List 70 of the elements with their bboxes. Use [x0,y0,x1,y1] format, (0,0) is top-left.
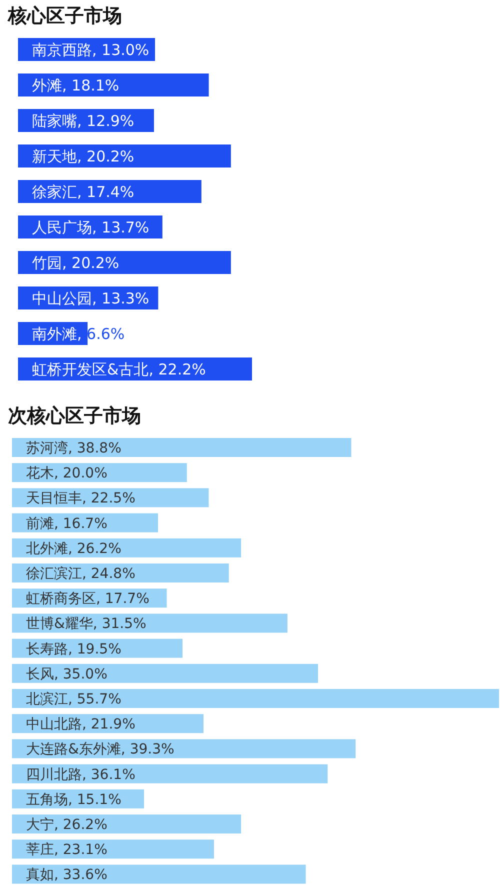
chart-title: 次核心区子市场 [8,405,141,427]
y-tick-label: 北外滩 [26,540,68,557]
y-tick-label: 长风 [26,666,54,682]
y-tick-label: 五角场 [26,792,68,808]
y-tick-label: 中山北路 [26,716,82,733]
bar [12,538,242,558]
y-tick-label: 陆家嘴 [32,112,77,130]
bar [12,864,306,884]
bar [18,144,231,168]
y-tick-label: 北滨江 [26,692,68,708]
data-label: , 6.6% [77,324,125,343]
bar [12,438,352,457]
y-tick-label: 莘庄 [26,842,54,858]
y-tick-label: 花木 [26,466,54,482]
y-tick-label: 外滩 [32,76,62,94]
y-tick-label: 真如 [26,867,54,884]
y-tick-label: 人民广场 [32,218,92,236]
data-label: , 15.1% [68,792,122,808]
data-label: , 35.0% [54,666,108,682]
bar [18,74,209,96]
y-tick-label: 四川北路 [26,766,82,783]
data-label: , 20.0% [54,466,108,482]
data-label: , 17.7% [96,591,150,608]
y-tick-label: 天目恒丰 [26,490,82,507]
data-label: , 24.8% [82,566,136,582]
y-tick-label: 大连路&东外滩 [26,742,121,758]
data-label: , 26.2% [54,817,108,834]
data-label: , 22.2% [148,360,206,378]
y-tick-label: 长寿路 [26,641,68,658]
data-label: , 33.6% [54,867,108,884]
data-label: , 13.7% [92,218,150,236]
bar [12,764,328,784]
data-label: , 23.1% [54,842,108,858]
bar [12,814,242,834]
bar [12,689,499,708]
data-label: , 20.2% [77,147,134,166]
y-tick-label: 前滩 [26,516,54,532]
bar [18,251,231,274]
data-label: , 38.8% [68,440,122,457]
y-tick-label: 中山公园 [32,289,92,308]
data-label: , 20.2% [62,254,120,272]
data-label: , 21.9% [82,716,136,733]
y-tick-label: 世博&耀华 [26,616,93,632]
y-tick-label: 南外滩 [32,324,77,343]
bar [12,664,318,683]
data-label: , 31.5% [92,616,146,632]
data-label: , 12.9% [77,112,134,130]
y-tick-label: 苏河湾 [26,440,68,457]
data-label: , 17.4% [77,182,134,201]
data-label: , 26.2% [68,540,122,557]
bar [12,840,214,859]
y-tick-label: 虹桥商务区 [26,591,96,608]
y-tick-label: 新天地 [32,147,77,166]
y-tick-label: 大宁 [26,817,54,834]
data-label: , 19.5% [68,641,122,658]
data-label: , 16.7% [54,516,108,532]
data-label: , 13.0% [92,40,150,59]
y-tick-label: 南京西路 [32,40,92,59]
data-label: , 13.3% [92,289,150,308]
data-label: , 36.1% [82,766,136,783]
data-label: , 22.5% [82,490,136,507]
data-label: , 18.1% [62,76,120,94]
chart-title: 核心区子市场 [7,5,122,27]
y-tick-label: 徐家汇 [32,182,77,201]
y-tick-label: 虹桥开发区&古北 [32,360,149,378]
y-tick-label: 竹园 [32,254,62,272]
bar [12,463,187,482]
data-label: , 39.3% [120,742,174,758]
data-label: , 55.7% [68,692,122,708]
y-tick-label: 徐汇滨江 [26,566,82,582]
